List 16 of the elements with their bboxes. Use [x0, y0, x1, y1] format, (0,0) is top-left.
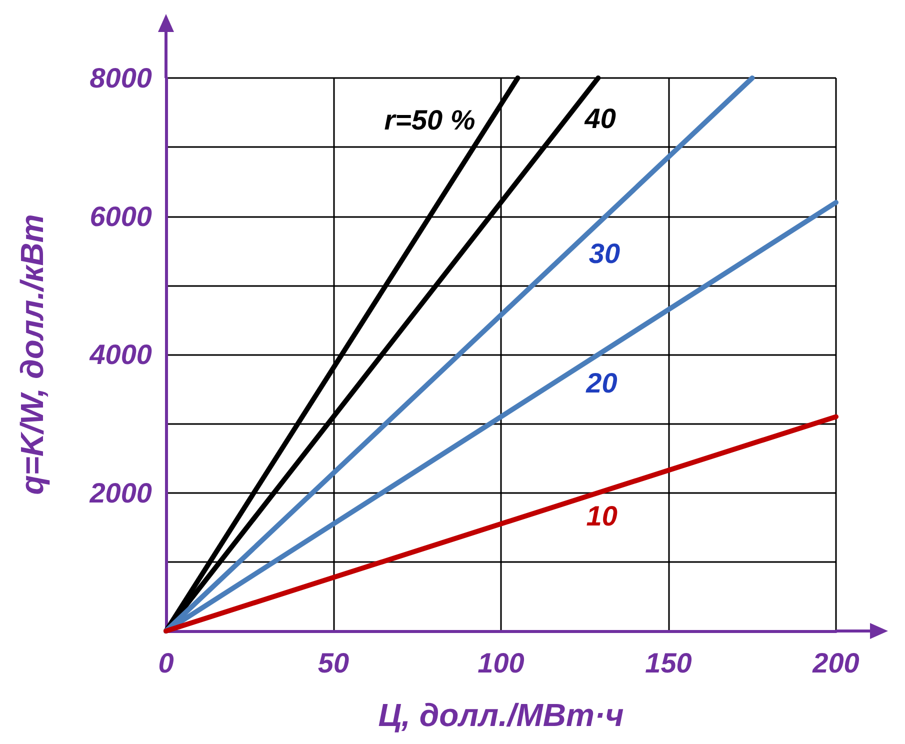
annotation: 30: [588, 238, 620, 269]
annotation: 40: [584, 103, 616, 134]
y-tick-label: 6000: [90, 200, 152, 232]
annotation: r=50 %: [384, 104, 476, 136]
annotation: 20: [585, 367, 618, 398]
y-tick-label: 4000: [88, 339, 152, 370]
x-axis-title: Ц, долл./МВт·ч: [378, 697, 624, 733]
annotation: 10: [586, 500, 618, 532]
y-tick-label: 2000: [88, 477, 152, 508]
x-tick-label: 50: [318, 648, 350, 678]
y-tick-label: 8000: [90, 62, 152, 94]
x-tick-label: 150: [645, 648, 692, 678]
x-tick-label: 200: [812, 648, 860, 678]
x-tick-label: 100: [478, 648, 525, 678]
y-axis-title: q=K/W, долл./кВт: [14, 214, 50, 495]
x-tick-label: 0: [158, 648, 174, 678]
